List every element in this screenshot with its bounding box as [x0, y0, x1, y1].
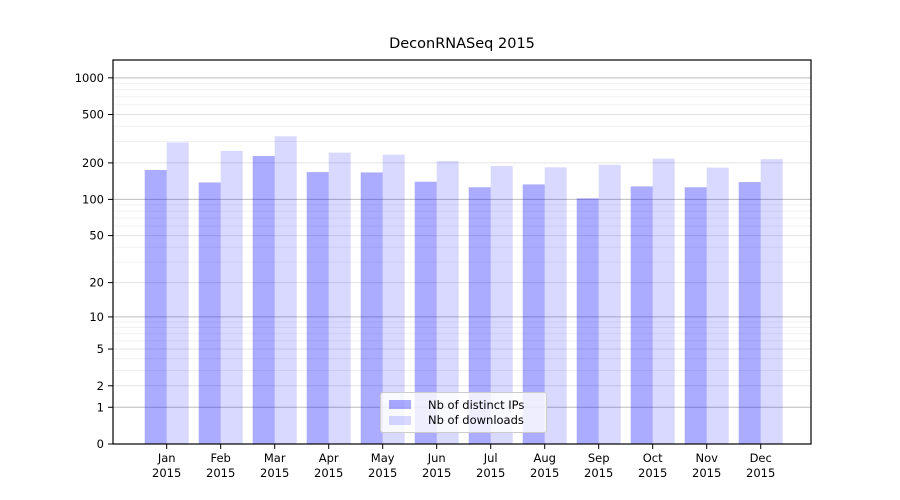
- y-tick-label: 100: [82, 192, 104, 206]
- bar-ips-sep: [576, 198, 599, 444]
- x-tick-label-year: 2015: [314, 466, 343, 480]
- x-tick-label-year: 2015: [530, 466, 559, 480]
- x-tick-label-year: 2015: [152, 466, 181, 480]
- legend-row-distinct-ips: Nb of distinct IPs: [389, 397, 538, 413]
- x-tick-label-year: 2015: [584, 466, 613, 480]
- y-tick-label: 1: [97, 400, 104, 414]
- x-tick-label-year: 2015: [638, 466, 667, 480]
- legend-label-distinct-ips: Nb of distinct IPs: [428, 397, 525, 412]
- bar-downloads-dec: [760, 159, 783, 445]
- legend-label-downloads: Nb of downloads: [428, 413, 524, 428]
- legend-swatch-distinct-ips: [389, 400, 411, 410]
- x-tick-label-month: Nov: [695, 451, 718, 465]
- bar-downloads-may: [382, 154, 405, 444]
- y-tick-label: 500: [82, 108, 104, 122]
- y-tick-label: 1000: [75, 71, 104, 85]
- x-tick-label-month: Oct: [643, 451, 663, 465]
- bar-ips-jul: [468, 187, 491, 445]
- x-tick-label-month: Jun: [427, 451, 446, 465]
- x-tick-label-month: Jul: [483, 451, 498, 465]
- x-tick-label-month: May: [371, 451, 395, 465]
- bar-ips-oct: [630, 186, 653, 445]
- y-tick-label: 20: [89, 276, 104, 290]
- legend-swatch-downloads: [389, 415, 411, 425]
- x-tick-label-month: Mar: [264, 451, 286, 465]
- x-tick-label-month: Aug: [533, 451, 555, 465]
- bar-ips-feb: [198, 182, 221, 444]
- bar-downloads-jul: [490, 165, 513, 444]
- bar-downloads-oct: [652, 158, 675, 444]
- bar-ips-dec: [738, 182, 761, 444]
- bar-ips-jan: [144, 169, 167, 445]
- x-tick-label-year: 2015: [692, 466, 721, 480]
- x-tick-label-month: Apr: [319, 451, 339, 465]
- legend-row-downloads: Nb of downloads: [389, 413, 538, 429]
- bar-ips-mar: [252, 155, 275, 445]
- bar-ips-jun: [414, 181, 437, 444]
- x-tick-label-year: 2015: [422, 466, 451, 480]
- y-tick-label: 0: [97, 437, 104, 451]
- x-tick-label-year: 2015: [746, 466, 775, 480]
- plot-frame: [112, 59, 812, 445]
- x-tick-label-month: Dec: [750, 451, 772, 465]
- bar-downloads-jan: [166, 142, 189, 444]
- bar-downloads-apr: [328, 152, 351, 444]
- bar-ips-aug: [522, 184, 545, 444]
- legend: Nb of distinct IPs Nb of downloads: [380, 392, 547, 433]
- y-tick-label: 200: [82, 156, 104, 170]
- x-tick-label-year: 2015: [476, 466, 505, 480]
- x-tick-label-year: 2015: [260, 466, 289, 480]
- bar-ips-apr: [306, 172, 329, 445]
- bar-downloads-mar: [274, 136, 297, 444]
- y-tick-label: 2: [97, 379, 104, 393]
- bar-downloads-sep: [598, 164, 621, 445]
- x-tick-label-month: Feb: [211, 451, 231, 465]
- bar-downloads-nov: [706, 167, 729, 444]
- y-tick-label: 50: [89, 229, 104, 243]
- y-tick-label: 5: [97, 342, 104, 356]
- bar-ips-may: [360, 172, 383, 444]
- x-tick-label-year: 2015: [206, 466, 235, 480]
- x-tick-label-year: 2015: [368, 466, 397, 480]
- bar-downloads-aug: [544, 167, 567, 444]
- bar-downloads-feb: [220, 150, 243, 444]
- chart-title: DeconRNASeq 2015: [389, 36, 535, 52]
- x-tick-label-month: Jan: [157, 451, 176, 465]
- x-tick-label-month: Sep: [588, 451, 610, 465]
- bar-downloads-jun: [436, 161, 459, 444]
- bar-ips-nov: [684, 187, 707, 445]
- y-tick-label: 10: [89, 310, 104, 324]
